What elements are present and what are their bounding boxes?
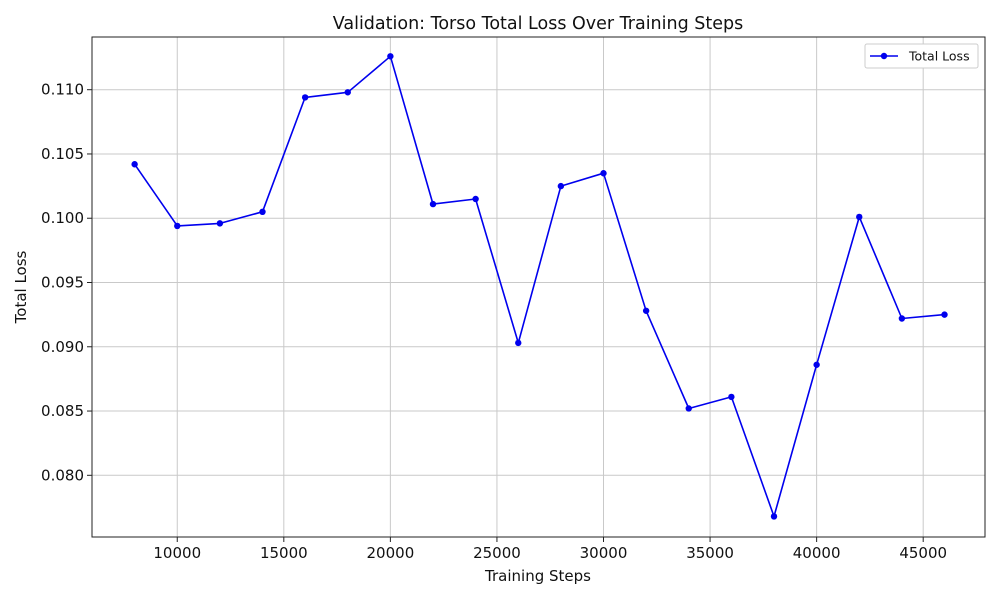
data-point	[728, 393, 735, 401]
plot-frame	[91, 36, 986, 538]
data-point	[387, 53, 394, 60]
legend: Total Loss	[864, 43, 979, 69]
data-point	[472, 195, 479, 203]
x-tick-label: 25000	[473, 544, 521, 562]
legend-box	[864, 43, 979, 69]
x-tick-label: 20000	[367, 544, 415, 562]
data-point	[344, 89, 351, 96]
legend-label: Total Loss	[908, 49, 970, 64]
data-point	[557, 182, 565, 190]
y-tick-label: 0.080	[41, 466, 84, 484]
y-tick-label: 0.085	[41, 402, 84, 420]
y-tick-label: 0.095	[41, 274, 84, 292]
x-tick-label: 15000	[260, 544, 308, 562]
data-point	[259, 208, 266, 216]
data-point	[813, 361, 820, 368]
data-point	[131, 161, 138, 168]
x-tick-label: 45000	[899, 544, 947, 562]
data-point	[685, 405, 692, 412]
y-axis-title: Total Loss	[12, 250, 30, 324]
y-tick-label: 0.090	[41, 338, 84, 356]
grid-lines	[92, 37, 985, 537]
data-point	[941, 311, 948, 318]
x-tick-label: 40000	[793, 544, 841, 562]
data-point	[429, 200, 437, 208]
data-point	[856, 213, 863, 221]
data-point	[301, 94, 309, 101]
y-tick-label: 0.100	[41, 209, 84, 227]
x-tick-label: 35000	[686, 544, 734, 562]
x-tick-label: 10000	[153, 544, 201, 562]
data-point	[216, 220, 224, 227]
series-layer	[131, 53, 948, 520]
data-point	[770, 513, 778, 520]
y-tick-label: 0.110	[41, 81, 84, 99]
x-axis-title: Training Steps	[484, 567, 591, 585]
legend-marker-swatch	[880, 52, 888, 60]
data-point	[515, 339, 522, 347]
x-tick-label: 30000	[580, 544, 628, 562]
chart-title: Validation: Torso Total Loss Over Traini…	[333, 14, 744, 34]
data-point	[600, 170, 607, 177]
data-point	[898, 315, 906, 322]
axis-ticks: 10000 15000 20000 25000 30000 35000 40000 45000…	[41, 81, 947, 562]
data-point	[174, 222, 181, 230]
data-point	[642, 307, 650, 314]
series-line-total-loss	[133, 55, 945, 518]
y-tick-label: 0.105	[41, 145, 84, 163]
